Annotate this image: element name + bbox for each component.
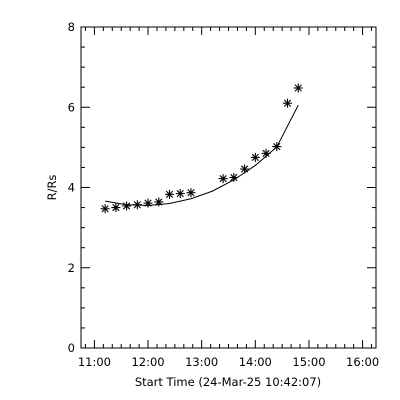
x-tick-label: 16:00 <box>346 355 379 369</box>
data-point-asterisk <box>175 189 185 199</box>
data-point-asterisk <box>186 188 196 198</box>
x-tick-label: 15:00 <box>292 355 325 369</box>
y-tick-label: 6 <box>68 100 75 114</box>
data-point-asterisk <box>154 197 164 207</box>
x-tick-label: 11:00 <box>78 355 111 369</box>
data-point-asterisk <box>122 201 132 211</box>
plot-frame <box>80 26 377 349</box>
y-tick-label: 0 <box>68 341 75 355</box>
data-point-asterisk <box>165 189 174 199</box>
data-point-asterisk <box>272 142 282 152</box>
axes: 11:00 12:00 13:00 14:00 15:00 16:00 0 2 4 6 8 <box>68 20 379 369</box>
y-axis-label: R/Rs <box>45 175 59 201</box>
data-points-layer <box>100 83 303 214</box>
data-point-asterisk <box>250 152 260 162</box>
data-point-asterisk <box>218 174 228 184</box>
x-axis-label: Start Time (24-Mar-25 10:42:07) <box>135 375 321 389</box>
data-point-asterisk <box>283 98 292 108</box>
fit-curve <box>105 105 299 207</box>
y-tick-label: 4 <box>68 181 75 195</box>
x-tick-label: 12:00 <box>131 355 164 369</box>
y-tick-label: 2 <box>68 261 75 275</box>
data-point-asterisk <box>293 83 303 93</box>
data-point-asterisk <box>111 203 121 213</box>
data-point-asterisk <box>229 172 239 182</box>
fit-curve-layer <box>105 105 299 207</box>
x-tick-label: 14:00 <box>239 355 272 369</box>
data-point-asterisk <box>261 148 271 158</box>
data-point-asterisk <box>100 204 110 214</box>
y-tick-label: 8 <box>68 20 75 34</box>
data-point-asterisk <box>240 164 250 174</box>
data-point-asterisk <box>132 200 142 210</box>
data-point-asterisk <box>143 198 153 208</box>
x-tick-label: 13:00 <box>185 355 218 369</box>
